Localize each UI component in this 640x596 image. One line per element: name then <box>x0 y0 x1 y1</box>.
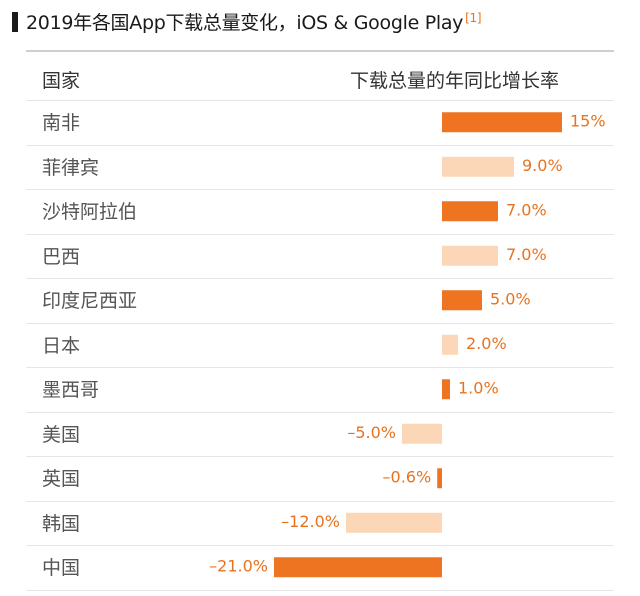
value-label: 9.0% <box>522 156 563 175</box>
country-label: 墨西哥 <box>42 379 100 402</box>
value-label: –5.0% <box>347 423 396 442</box>
value-label: 5.0% <box>490 289 531 308</box>
column-header-growth: 下载总量的年同比增长率 <box>350 70 560 92</box>
value-label: 15% <box>570 111 606 130</box>
country-label: 韩国 <box>42 512 81 535</box>
row-separator <box>26 278 614 279</box>
column-header-country: 国家 <box>42 70 81 92</box>
country-label: 中国 <box>42 557 81 580</box>
row-separator <box>26 144 614 146</box>
country-label: 印度尼西亚 <box>42 290 138 313</box>
country-label: 巴西 <box>42 245 81 268</box>
value-label: 1.0% <box>458 378 499 397</box>
country-label: 美国 <box>42 423 81 446</box>
value-label: –21.0% <box>209 556 268 575</box>
chart-title: 2019年各国App下载总量变化，iOS & Google Play [1] <box>26 8 482 35</box>
country-label: 英国 <box>42 468 81 491</box>
row-separator <box>26 545 614 546</box>
row-separator <box>26 367 614 368</box>
bar <box>402 423 442 444</box>
row-separator <box>26 456 614 457</box>
country-label: 南非 <box>42 112 81 135</box>
bar <box>346 512 442 533</box>
bar <box>437 468 442 489</box>
chart-title-text: 2019年各国App下载总量变化，iOS & Google Play <box>26 12 464 34</box>
row-separator <box>26 322 614 324</box>
bar <box>442 334 458 355</box>
bar <box>442 290 482 311</box>
row-separator <box>26 411 614 413</box>
bar <box>442 156 514 177</box>
row-separator <box>26 500 614 502</box>
bar <box>274 557 442 578</box>
value-label: 2.0% <box>466 334 507 353</box>
country-label: 日本 <box>42 334 81 357</box>
row-separator <box>26 100 614 101</box>
value-label: –0.6% <box>383 467 432 486</box>
value-label: 7.0% <box>506 245 547 264</box>
footnote-mark: [1] <box>465 10 482 25</box>
row-separator <box>26 233 614 235</box>
row-separator <box>26 589 614 591</box>
bar <box>442 112 562 133</box>
bar <box>442 201 498 222</box>
header-rule <box>26 50 614 52</box>
country-label: 沙特阿拉伯 <box>42 201 138 224</box>
value-label: 7.0% <box>506 200 547 219</box>
value-label: –12.0% <box>281 512 340 531</box>
row-separator <box>26 189 614 190</box>
bar <box>442 379 450 400</box>
bar <box>442 245 498 266</box>
title-marker <box>12 12 18 32</box>
country-label: 菲律宾 <box>42 156 100 179</box>
